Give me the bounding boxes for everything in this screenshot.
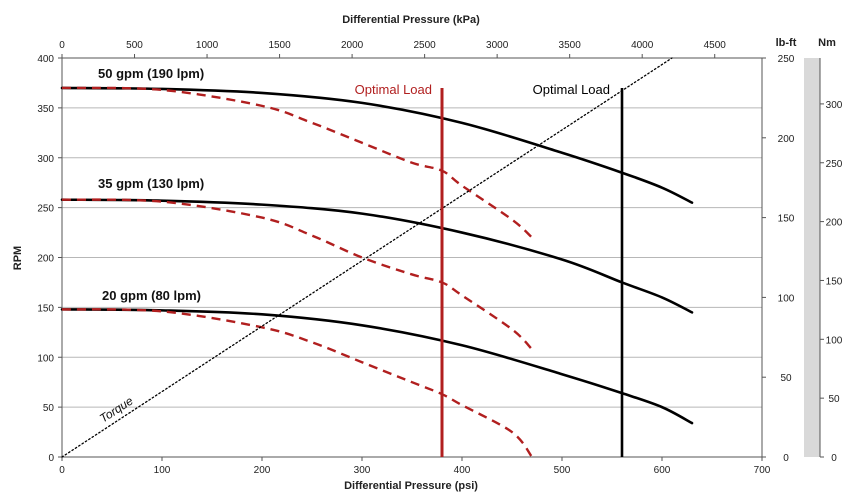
series-label-20gpm: 20 gpm (80 lpm): [102, 288, 201, 303]
series-line-4: [61, 198, 533, 351]
y3-axis-title: Nm: [818, 37, 836, 49]
x-tick-label: 200: [254, 465, 271, 476]
x2-tick-label: 3500: [559, 40, 582, 51]
series-line-0: [60, 86, 694, 204]
series-group: [60, 57, 694, 458]
x2-tick-label: 1500: [268, 40, 291, 51]
x2-axis-title: Differential Pressure (kPa): [342, 14, 480, 26]
optimal-load-label-1: Optimal Load: [533, 82, 610, 97]
y2-tick-label: 250: [778, 54, 795, 65]
x2-tick-label: 2000: [341, 40, 364, 51]
y-tick-label: 350: [37, 104, 54, 115]
x2-tick-label: 1000: [196, 40, 219, 51]
series-line-1: [60, 198, 694, 314]
y-tick-label: 300: [37, 154, 54, 165]
y2-axis-title: lb-ft: [776, 37, 797, 49]
axes: [58, 54, 824, 461]
y3-tick-label: 300: [826, 100, 843, 111]
y3-tick-label: 150: [826, 276, 843, 287]
y3-tick-label: 0: [831, 453, 837, 464]
x-tick-label: 600: [654, 465, 671, 476]
y2-tick-label: 0: [783, 453, 789, 464]
x2-tick-label: 2500: [413, 40, 436, 51]
y3-tick-label: 200: [826, 218, 843, 229]
nm-axis-band: [804, 58, 820, 457]
y3-tick-label: 100: [826, 335, 843, 346]
optimal-load-label-0: Optimal Load: [355, 82, 432, 97]
y-tick-label: 50: [43, 403, 55, 414]
series-line-3: [61, 86, 533, 239]
y3-tick-label: 250: [826, 159, 843, 170]
y-axis-title: RPM: [12, 246, 24, 270]
x-tick-label: 300: [354, 465, 371, 476]
series-label-50gpm: 50 gpm (190 lpm): [98, 66, 204, 81]
series-line-6: [61, 57, 673, 458]
x-tick-label: 400: [454, 465, 471, 476]
y2-tick-label: 50: [780, 373, 792, 384]
x-tick-label: 500: [554, 465, 571, 476]
y2-tick-label: 100: [778, 293, 795, 304]
series-line-2: [60, 308, 694, 425]
series-line-5: [61, 308, 533, 458]
annotations-group: Optimal Load Optimal Load: [355, 82, 624, 457]
y2-tick-label: 200: [778, 134, 795, 145]
y-tick-label: 150: [37, 303, 54, 314]
y-tick-label: 250: [37, 204, 54, 215]
y-tick-label: 400: [37, 54, 54, 65]
x-axis-title: Differential Pressure (psi): [344, 480, 478, 492]
x2-tick-label: 0: [59, 40, 65, 51]
series-label-35gpm: 35 gpm (130 lpm): [98, 176, 204, 191]
x-tick-label: 100: [154, 465, 171, 476]
y2-tick-label: 150: [778, 214, 795, 225]
x2-tick-label: 500: [126, 40, 143, 51]
y3-tick-label: 50: [828, 394, 840, 405]
y-tick-label: 100: [37, 353, 54, 364]
x2-tick-label: 3000: [486, 40, 509, 51]
x2-tick-label: 4500: [704, 40, 727, 51]
x-tick-label: 700: [754, 465, 771, 476]
y-tick-label: 200: [37, 254, 54, 265]
y-tick-label: 0: [48, 453, 54, 464]
x-tick-label: 0: [59, 465, 65, 476]
x2-tick-label: 4000: [631, 40, 654, 51]
